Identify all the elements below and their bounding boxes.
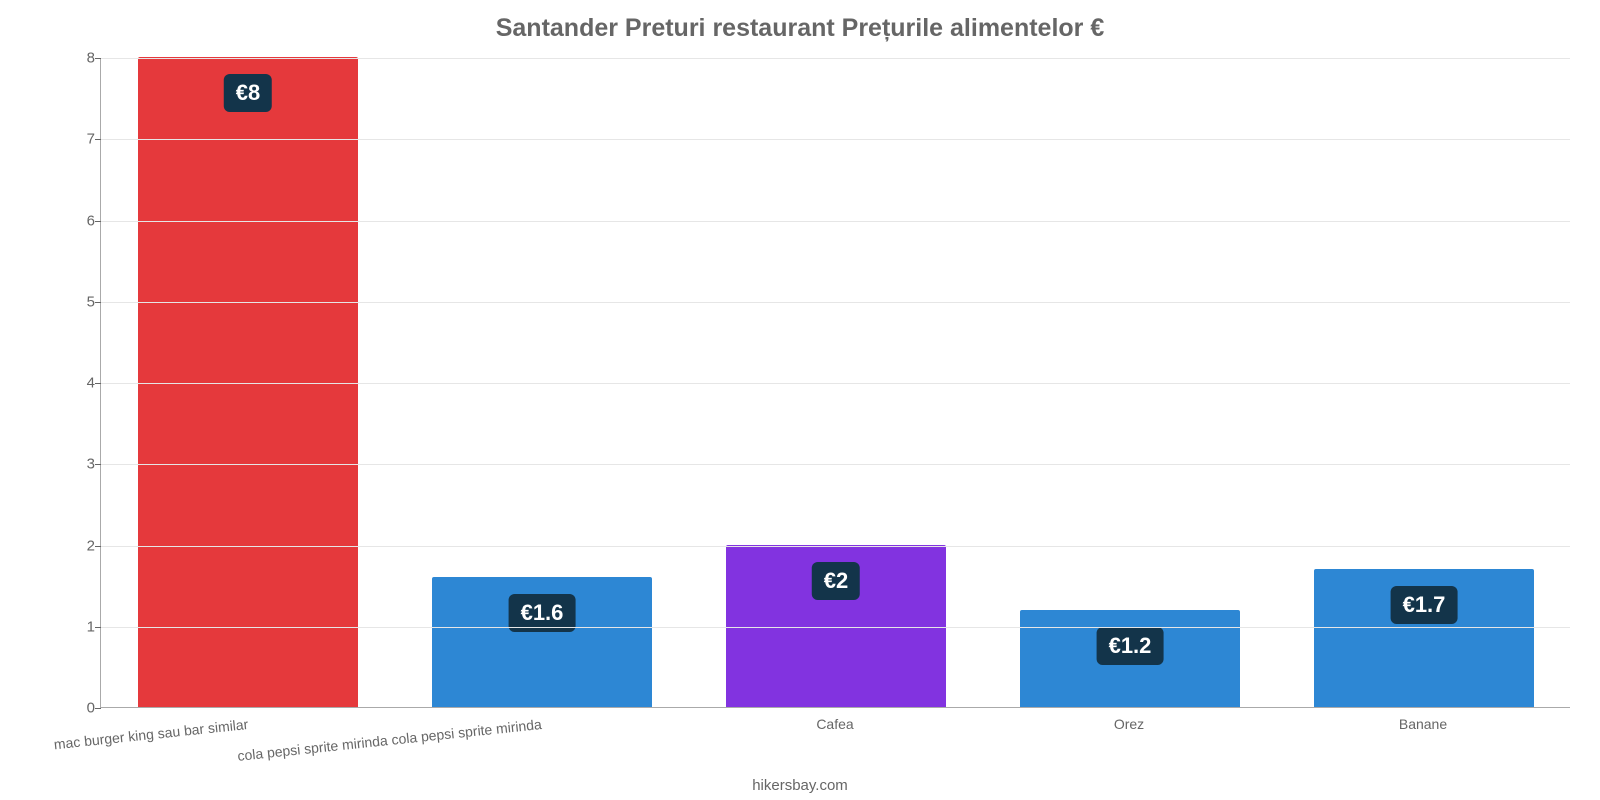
y-tick-mark bbox=[95, 58, 101, 59]
x-tick-label: Banane bbox=[1399, 716, 1447, 732]
x-tick-label: mac burger king sau bar similar bbox=[53, 716, 249, 752]
y-tick-label: 6 bbox=[71, 212, 95, 229]
gridline bbox=[101, 58, 1570, 59]
bar-value-label: €8 bbox=[224, 74, 272, 112]
y-tick-mark bbox=[95, 139, 101, 140]
y-tick-label: 4 bbox=[71, 375, 95, 392]
gridline bbox=[101, 221, 1570, 222]
gridline bbox=[101, 546, 1570, 547]
bar-value-label: €1.7 bbox=[1391, 586, 1458, 624]
y-tick-mark bbox=[95, 383, 101, 384]
bar-value-label: €1.2 bbox=[1097, 627, 1164, 665]
y-tick-mark bbox=[95, 221, 101, 222]
credit-text: hikersbay.com bbox=[752, 777, 848, 794]
bar: €1.2 bbox=[1020, 610, 1241, 708]
y-tick-mark bbox=[95, 708, 101, 709]
x-tick-label: cola pepsi sprite mirinda cola pepsi spr… bbox=[237, 716, 543, 764]
gridline bbox=[101, 627, 1570, 628]
gridline bbox=[101, 464, 1570, 465]
y-tick-label: 0 bbox=[71, 700, 95, 717]
bar: €1.6 bbox=[432, 577, 653, 707]
x-tick-label: Cafea bbox=[816, 716, 853, 732]
bar-value-label: €2 bbox=[812, 562, 860, 600]
gridline bbox=[101, 139, 1570, 140]
y-tick-label: 2 bbox=[71, 537, 95, 554]
y-tick-mark bbox=[95, 627, 101, 628]
y-tick-mark bbox=[95, 546, 101, 547]
y-tick-label: 3 bbox=[71, 456, 95, 473]
x-axis-labels: mac burger king sau bar similarcola peps… bbox=[100, 712, 1570, 772]
y-tick-label: 1 bbox=[71, 618, 95, 635]
y-tick-label: 7 bbox=[71, 131, 95, 148]
gridline bbox=[101, 302, 1570, 303]
y-tick-mark bbox=[95, 464, 101, 465]
gridline bbox=[101, 383, 1570, 384]
y-tick-label: 5 bbox=[71, 293, 95, 310]
x-tick-label: Orez bbox=[1114, 716, 1144, 732]
bar: €1.7 bbox=[1314, 569, 1535, 707]
chart-title: Santander Preturi restaurant Prețurile a… bbox=[0, 0, 1600, 43]
y-tick-label: 8 bbox=[71, 50, 95, 67]
bar: €2 bbox=[726, 545, 947, 708]
plot-area: €8€1.6€2€1.2€1.7 012345678 bbox=[100, 58, 1570, 708]
y-tick-mark bbox=[95, 302, 101, 303]
bar: €8 bbox=[138, 57, 359, 707]
